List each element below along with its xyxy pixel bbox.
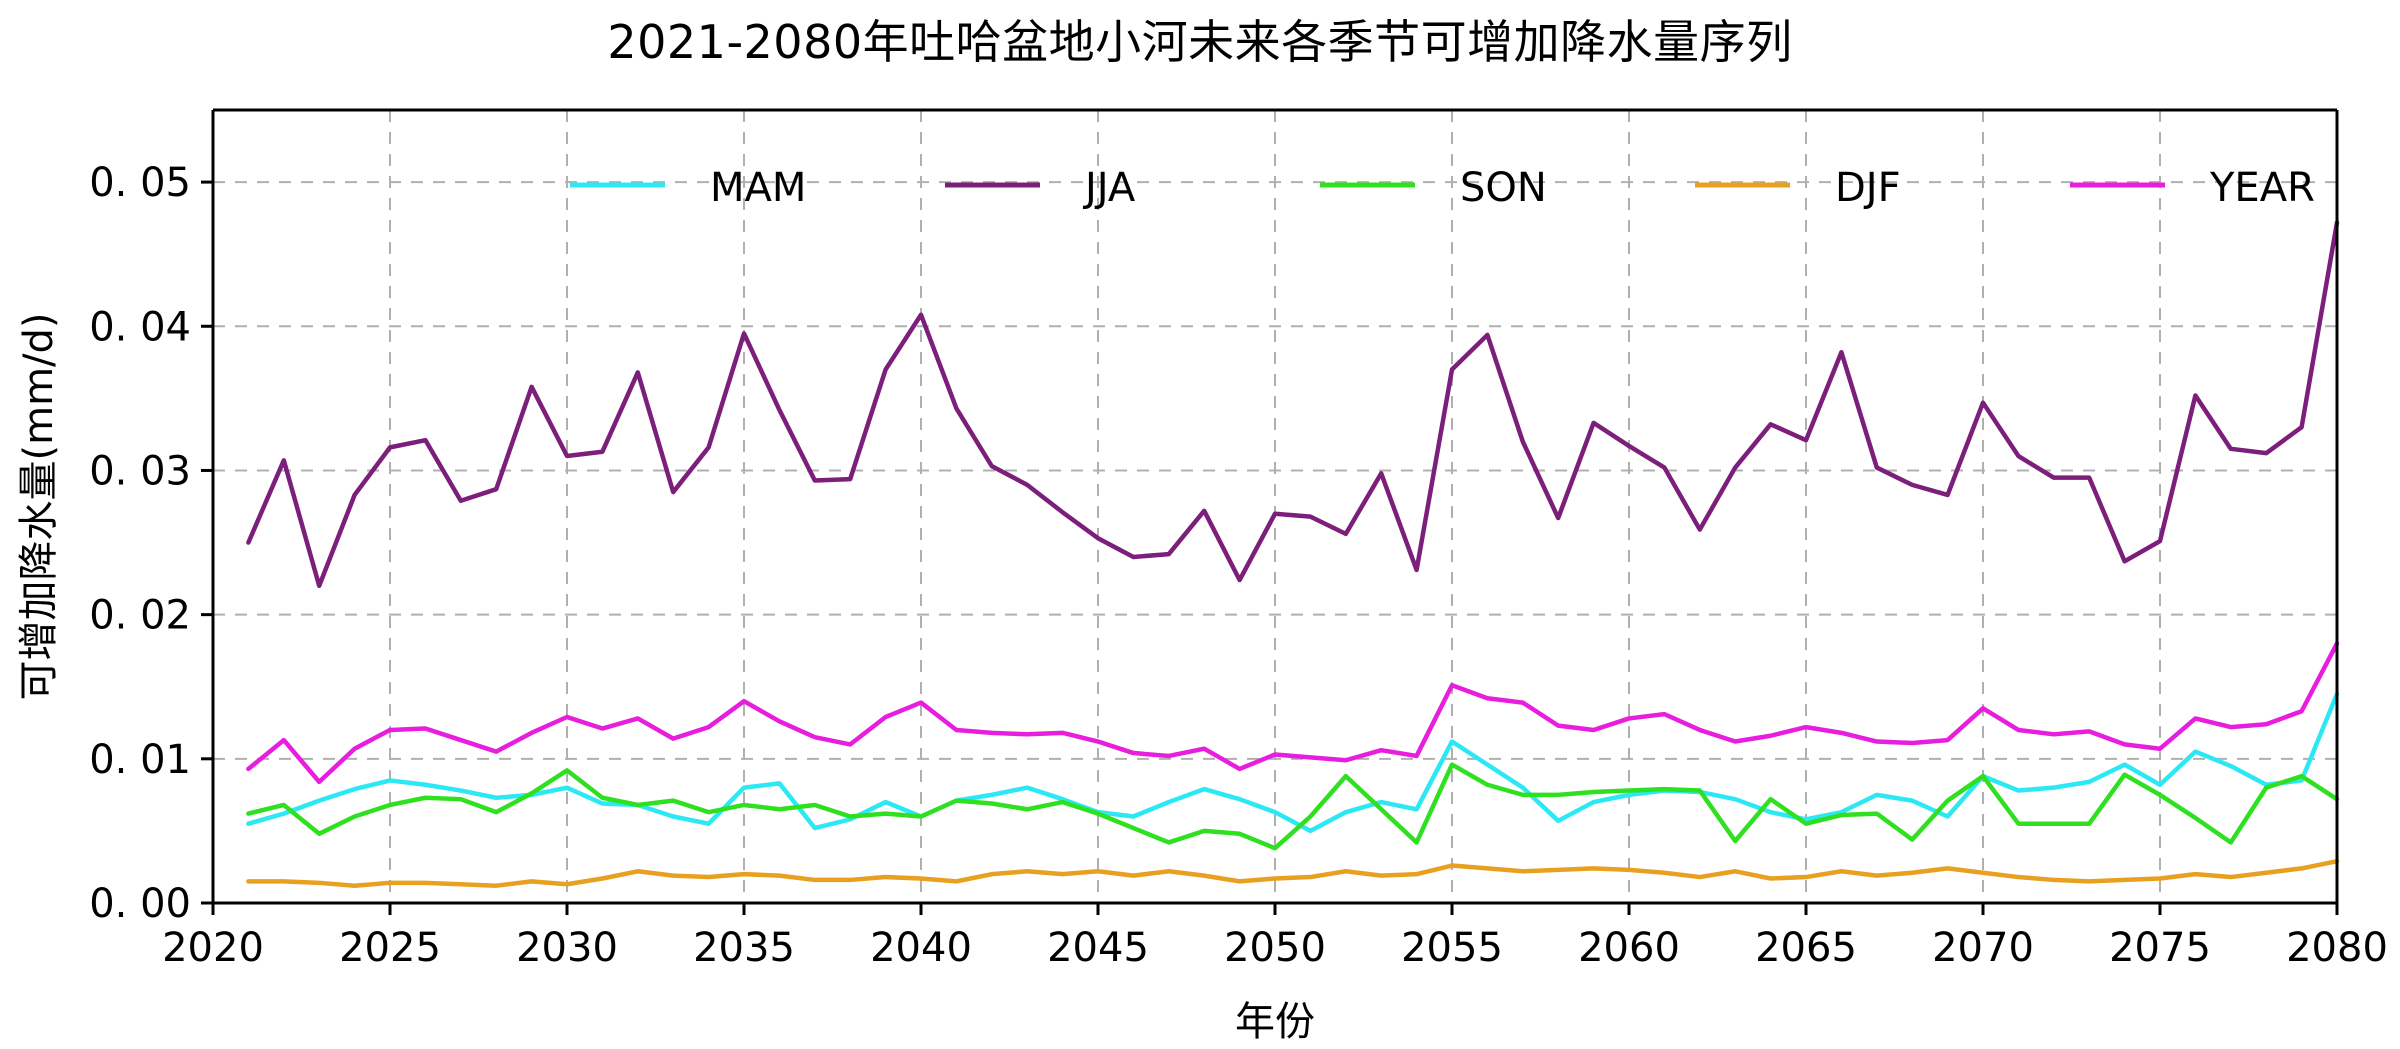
legend-label-jja: JJA [1082, 165, 1136, 211]
legend-label-year: YEAR [2209, 165, 2315, 211]
legend-label-djf: DJF [1835, 165, 1901, 211]
axis-ticks [201, 180, 2339, 915]
x-tick-label: 2040 [870, 925, 972, 971]
x-tick-label: 2025 [339, 925, 441, 971]
legend-label-son: SON [1460, 165, 1547, 211]
x-tick-label: 2080 [2286, 925, 2388, 971]
x-tick-label: 2035 [693, 925, 795, 971]
x-tick-label: 2060 [1578, 925, 1680, 971]
data-series-layer [246, 220, 2340, 888]
series-line-djf [246, 858, 2340, 888]
y-tick-label: 0. 05 [89, 160, 191, 206]
y-tick-label: 0. 01 [89, 737, 191, 783]
page-title: 2021-2080年吐哈盆地小河未来各季节可增加降水量序列 [607, 15, 1793, 69]
series-line-mam [246, 691, 2340, 834]
x-tick-label: 2020 [162, 925, 264, 971]
x-tick-label: 2050 [1224, 925, 1326, 971]
gridlines [213, 110, 2338, 903]
series-line-son [246, 762, 2340, 851]
x-tick-label: 2055 [1401, 925, 1503, 971]
x-tick-label: 2045 [1047, 925, 1149, 971]
x-tick-label: 2075 [2109, 925, 2211, 971]
legend-label-mam: MAM [710, 165, 806, 211]
x-tick-label: 2070 [1932, 925, 2034, 971]
y-tick-label: 0. 03 [89, 448, 191, 494]
chart-legend: MAM JJA SON DJF YEAR [570, 165, 2315, 211]
axis-labels: 0. 00 0. 01 0. 02 0. 03 0. 04 0. 05 2020 2025 20… [16, 160, 2388, 1045]
series-line-jja [246, 220, 2340, 589]
x-tick-label: 2030 [516, 925, 618, 971]
series-line-year [246, 641, 2340, 785]
y-tick-label: 0. 04 [89, 304, 191, 350]
y-axis-title: 可增加降水量(mm/d) [16, 312, 62, 700]
y-tick-label: 0. 02 [89, 593, 191, 639]
x-axis-title: 年份 [1235, 999, 1315, 1045]
x-tick-label: 2065 [1755, 925, 1857, 971]
y-tick-label: 0. 00 [89, 881, 191, 927]
